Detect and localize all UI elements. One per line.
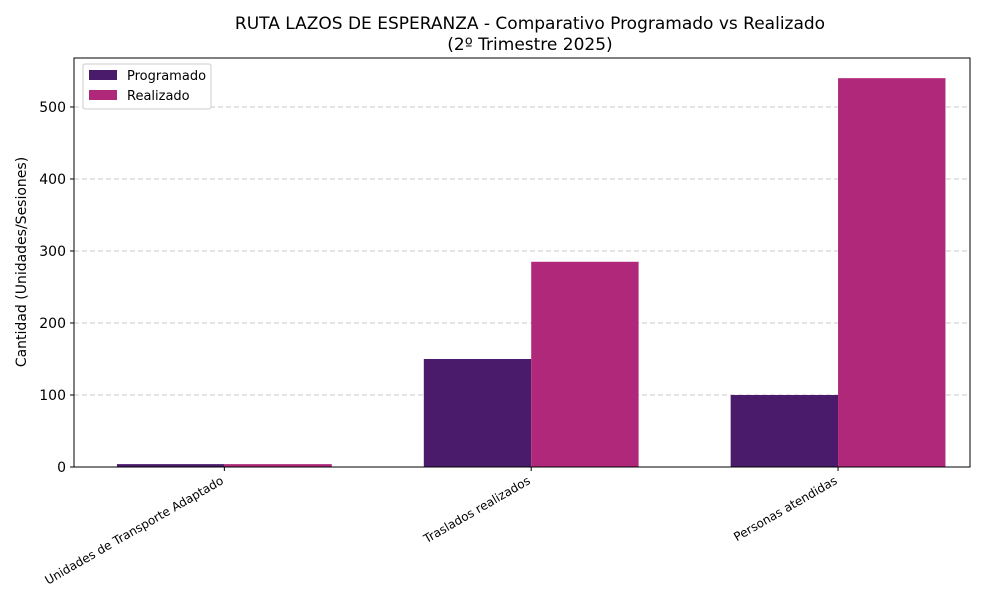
plot-frame bbox=[73, 57, 971, 468]
y-tick-label: 400 bbox=[39, 172, 66, 188]
legend-label: Programado bbox=[127, 69, 206, 84]
legend-swatch bbox=[89, 70, 117, 80]
x-tick-label: Traslados realizados bbox=[420, 473, 532, 546]
y-axis: 0 100 200 300 400 500 bbox=[39, 100, 74, 476]
bars bbox=[116, 78, 946, 467]
x-tick-label: Unidades de Transporte Adaptado bbox=[42, 473, 225, 587]
chart-subtitle: (2º Trimestre 2025) bbox=[447, 35, 612, 55]
y-tick-label: 200 bbox=[39, 316, 66, 332]
x-tick-label: Personas atendidas bbox=[731, 473, 839, 544]
y-tick-label: 300 bbox=[39, 244, 66, 260]
bar-realizado bbox=[531, 261, 639, 467]
bar-programado bbox=[730, 394, 839, 467]
y-tick-label: 500 bbox=[39, 100, 66, 116]
bar-programado bbox=[423, 358, 532, 467]
x-axis: Unidades de Transporte Adaptado Traslados… bbox=[42, 467, 840, 587]
legend: Programado Realizado bbox=[82, 63, 212, 110]
legend-swatch bbox=[89, 90, 117, 100]
legend-label: Realizado bbox=[127, 89, 190, 104]
grid-lines bbox=[74, 106, 970, 396]
y-tick-label: 100 bbox=[39, 388, 66, 404]
bar-realizado bbox=[838, 78, 946, 467]
chart-title: RUTA LAZOS DE ESPERANZA - Comparativo Pr… bbox=[235, 14, 825, 34]
bar-programado bbox=[116, 464, 225, 467]
y-axis-label: Cantidad (Unidades/Sesiones) bbox=[14, 157, 30, 367]
bar-realizado bbox=[224, 464, 332, 467]
y-tick-label: 0 bbox=[57, 460, 66, 476]
